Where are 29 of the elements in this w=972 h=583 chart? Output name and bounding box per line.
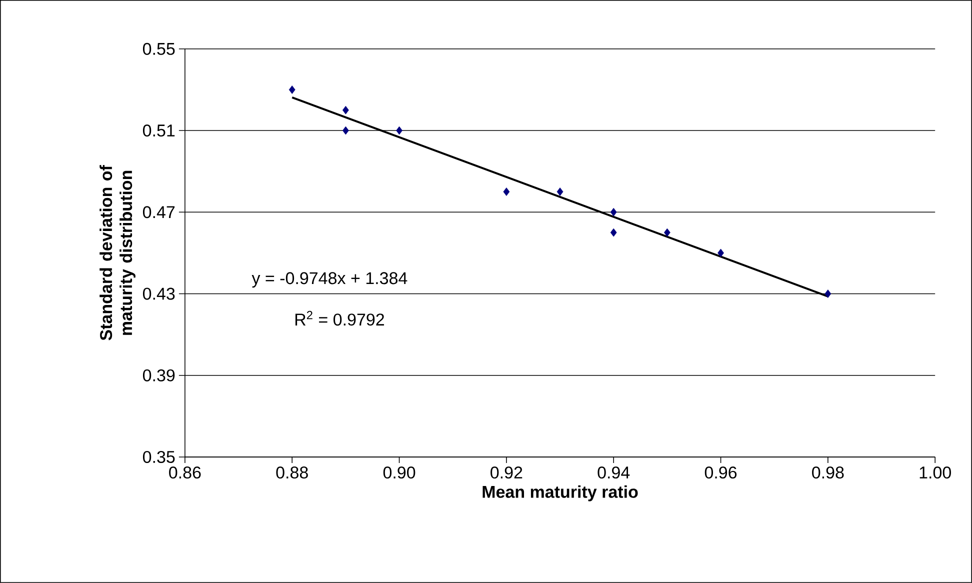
point [342,126,349,135]
point [610,208,617,216]
x-tick-label: 0.96 [704,466,737,479]
point [503,188,510,196]
point [556,188,564,196]
x-tick-label: 0.88 [276,466,308,479]
x-tick-label: 0.94 [598,466,630,479]
y-tick-label: 0.55 [142,42,175,55]
x-tick-label: 0.90 [383,466,416,479]
point [718,248,724,258]
point [824,290,832,298]
annotation: R$^{2}$ = 0.9792 [295,310,384,326]
x-axis-title: Mean maturity ratio [482,485,638,502]
y-tick-label: 0.47 [142,206,175,218]
y-tick-label: 0.35 [142,451,175,464]
x-tick-label: 0.98 [812,466,844,479]
point [610,228,617,237]
point [288,86,296,94]
y-tick-label: 0.43 [142,288,175,300]
x-tick-label: 0.92 [490,466,522,479]
y-axis-title: Standard deviation of maturity distribution [100,165,136,340]
point [664,228,670,237]
annotation: y = -0.9748x + 1.384 [252,272,408,288]
y-tick-label: 0.51 [142,124,175,137]
x-tick-label: 0.86 [169,466,201,479]
point [342,106,349,114]
point [396,126,402,135]
y-tick-label: 0.39 [142,369,175,382]
x-tick-label: 1.00 [920,466,951,479]
